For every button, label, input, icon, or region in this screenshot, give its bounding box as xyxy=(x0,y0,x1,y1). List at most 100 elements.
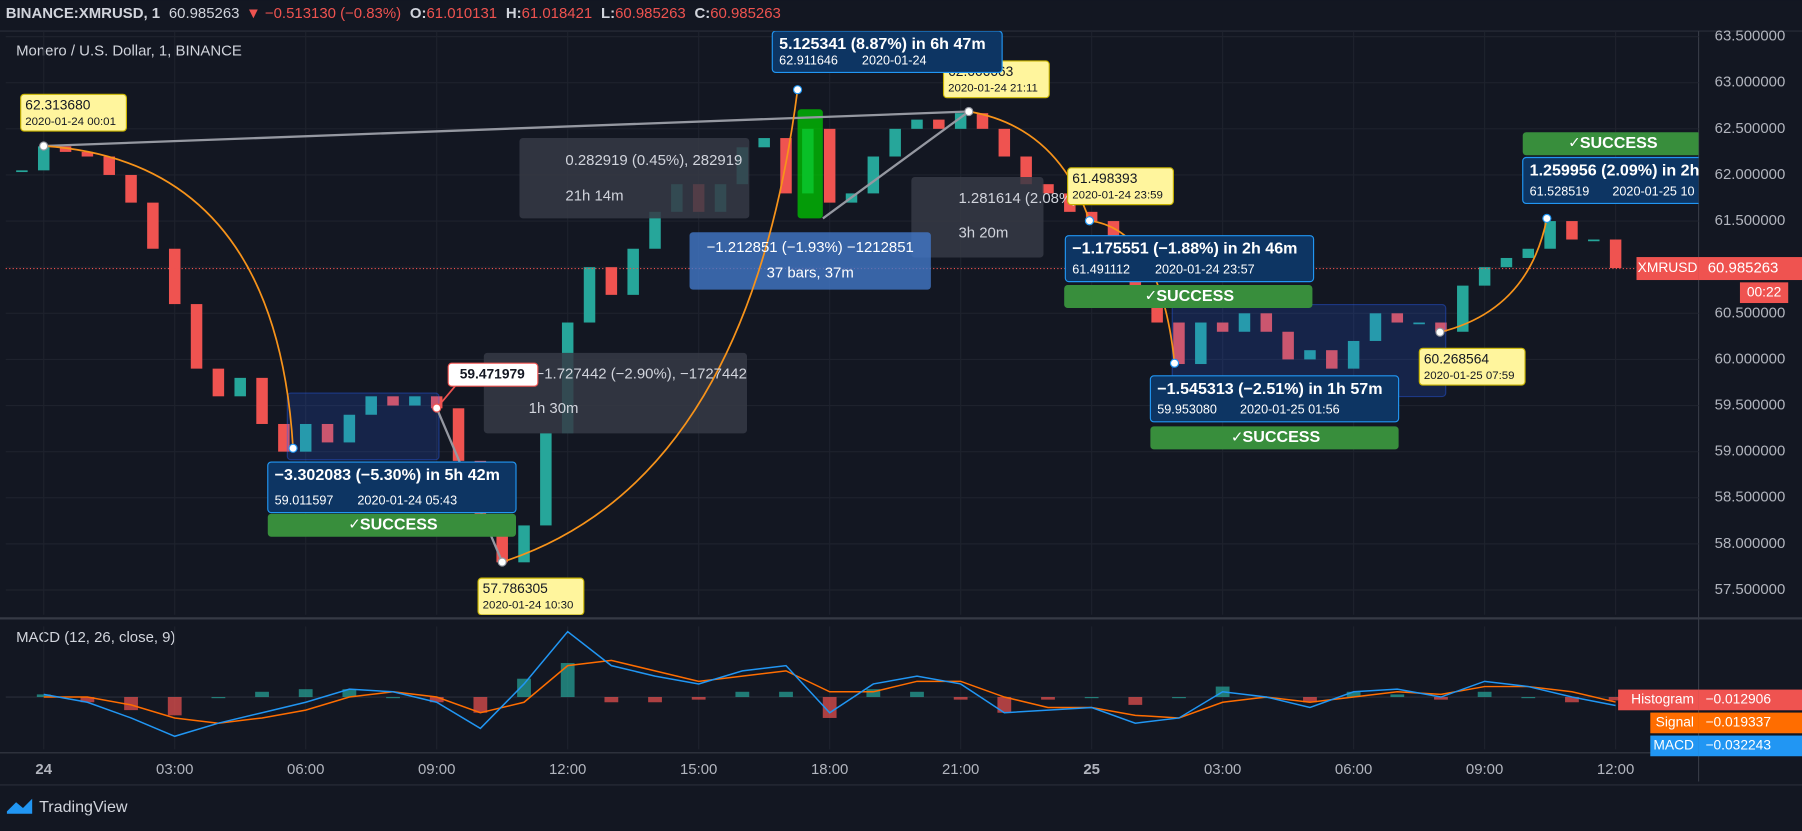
label: 3h 20m xyxy=(958,224,1008,241)
o-label: O: xyxy=(410,5,427,22)
candle xyxy=(1609,239,1622,269)
candle xyxy=(1347,340,1360,369)
candle xyxy=(823,128,836,203)
candle xyxy=(518,525,530,563)
candle xyxy=(540,433,552,526)
candle xyxy=(1304,350,1316,360)
range-box xyxy=(483,352,748,434)
histogram-bar xyxy=(473,697,488,713)
y-tick-label: 63.500000 xyxy=(1715,28,1786,45)
candle xyxy=(1500,257,1513,268)
value-tag xyxy=(1698,735,1802,757)
label: −1.727442 (−2.90%), −1727442 xyxy=(536,366,747,383)
drawing xyxy=(43,110,969,148)
histogram-bar xyxy=(386,697,400,699)
box xyxy=(1067,167,1174,206)
histogram-bar xyxy=(1434,697,1448,700)
candle xyxy=(256,377,268,424)
label: 62.313680 xyxy=(25,97,90,112)
range-box xyxy=(519,137,750,219)
candle xyxy=(430,396,443,409)
zone xyxy=(286,392,440,461)
label: 2020-01-24 00:01 xyxy=(25,116,116,128)
label: 2020-01-24 23:57 xyxy=(1155,262,1255,276)
x-tick-label: 18:00 xyxy=(811,761,848,778)
x-tick-label: 06:00 xyxy=(287,761,324,778)
macd-pane xyxy=(5,626,1699,750)
histogram-bar xyxy=(342,689,357,698)
anchor xyxy=(497,557,507,567)
histogram-bar xyxy=(1390,694,1405,698)
anchor xyxy=(792,85,803,95)
box xyxy=(1418,347,1526,386)
candle xyxy=(496,516,508,563)
brand: TradingView xyxy=(39,798,128,816)
x-tick-label: 21:00 xyxy=(942,761,979,778)
histogram-bar xyxy=(910,691,924,698)
badge-check: ✓ xyxy=(1145,288,1158,305)
drawing xyxy=(436,385,456,409)
label: 59.953080 xyxy=(1157,403,1217,417)
value-label: −0.019337 xyxy=(1705,715,1771,730)
y-tick-label: 60.500000 xyxy=(1715,304,1786,321)
box xyxy=(267,513,517,537)
label: 61.498393 xyxy=(1072,171,1137,186)
candle xyxy=(1478,267,1491,286)
label: 2020-01-25 07:59 xyxy=(1424,370,1515,382)
histogram-bar xyxy=(648,697,662,703)
label: 61.528519 xyxy=(1530,184,1590,198)
histogram-bar xyxy=(953,697,968,700)
histogram-bar xyxy=(735,691,750,698)
candle xyxy=(627,248,639,295)
label: 2020-01-25 10 xyxy=(1612,184,1694,198)
anchor xyxy=(1084,216,1095,226)
label: 62.911646 xyxy=(779,53,838,67)
candle xyxy=(1042,184,1054,194)
x-tick-label: 24 xyxy=(35,761,52,778)
range-box xyxy=(689,232,931,290)
candle xyxy=(1391,313,1404,323)
candle xyxy=(81,151,94,157)
candle xyxy=(1457,285,1469,332)
c-label: C: xyxy=(694,5,710,22)
header: BINANCE:XMRUSD, 1 60.985263 ▼ −0.513130 … xyxy=(6,5,781,22)
legend-name: MACD xyxy=(1653,738,1694,753)
macd-title: MACD (12, 26, close, 9) xyxy=(16,629,175,646)
candle xyxy=(147,202,159,249)
candle xyxy=(1173,322,1185,365)
label: 21h 14m xyxy=(565,188,623,205)
anchor xyxy=(1435,327,1445,337)
candle xyxy=(278,423,290,452)
badge: SUCCESS xyxy=(1156,287,1234,305)
candle xyxy=(911,119,923,129)
box xyxy=(1522,132,1699,156)
candle xyxy=(365,396,377,415)
histogram-bar xyxy=(1477,691,1492,698)
label: 5.125341 (8.87%) in 6h 47m xyxy=(779,35,985,53)
c: 60.985263 xyxy=(710,5,781,22)
arrow: ▼ xyxy=(246,5,261,22)
candle xyxy=(867,156,880,194)
candle xyxy=(125,174,137,203)
y-tick-label: 59.000000 xyxy=(1715,443,1786,460)
candle xyxy=(212,368,225,397)
anchor xyxy=(964,106,974,117)
label: 0.282919 (0.45%), 282919 xyxy=(565,152,742,169)
price-tag xyxy=(1698,257,1802,281)
candle xyxy=(1151,304,1163,323)
legend-tag xyxy=(1650,735,1699,757)
badge: SUCCESS xyxy=(1580,134,1658,152)
h-label: H: xyxy=(506,5,522,22)
badge-check: ✓ xyxy=(1568,135,1581,152)
candle xyxy=(1216,322,1229,332)
label: −1.175551 (−1.88%) in 2h 46m xyxy=(1072,240,1297,258)
label: 2020-01-24 23:59 xyxy=(1072,189,1163,201)
candle xyxy=(387,396,399,406)
badge-check: ✓ xyxy=(348,516,361,533)
candle xyxy=(299,423,312,452)
x-tick-label: 25 xyxy=(1083,761,1100,778)
histogram-bar xyxy=(997,697,1012,713)
axes: 57.500000 58.000000 58.500000 59.000000 59.5… xyxy=(35,28,1802,778)
